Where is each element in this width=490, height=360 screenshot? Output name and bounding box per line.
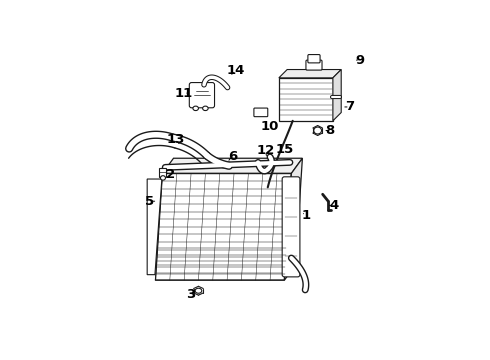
Text: 14: 14 [227,64,245,77]
Polygon shape [279,78,333,121]
Polygon shape [162,158,302,174]
Text: 8: 8 [325,124,335,137]
Polygon shape [279,69,341,78]
Polygon shape [147,179,162,275]
Polygon shape [155,174,292,280]
Ellipse shape [193,106,198,111]
Text: 7: 7 [345,100,354,113]
Text: 15: 15 [275,143,294,157]
FancyBboxPatch shape [282,177,300,277]
Text: 1: 1 [301,208,311,221]
Text: 3: 3 [186,288,196,301]
Bar [159,168,166,176]
Ellipse shape [203,106,208,111]
FancyBboxPatch shape [254,108,268,117]
Text: 5: 5 [145,195,155,208]
Text: 10: 10 [261,120,279,133]
Text: 6: 6 [228,149,237,162]
Text: 2: 2 [166,167,175,180]
Ellipse shape [161,176,166,180]
Polygon shape [284,158,302,280]
Text: 13: 13 [167,133,185,146]
Ellipse shape [314,127,321,134]
Text: 4: 4 [330,199,339,212]
FancyBboxPatch shape [189,82,215,108]
Text: 12: 12 [256,144,275,157]
Ellipse shape [195,288,202,293]
Text: 11: 11 [175,87,193,100]
FancyBboxPatch shape [308,55,320,63]
Polygon shape [333,69,341,121]
FancyBboxPatch shape [306,60,322,70]
Text: 9: 9 [356,54,365,67]
